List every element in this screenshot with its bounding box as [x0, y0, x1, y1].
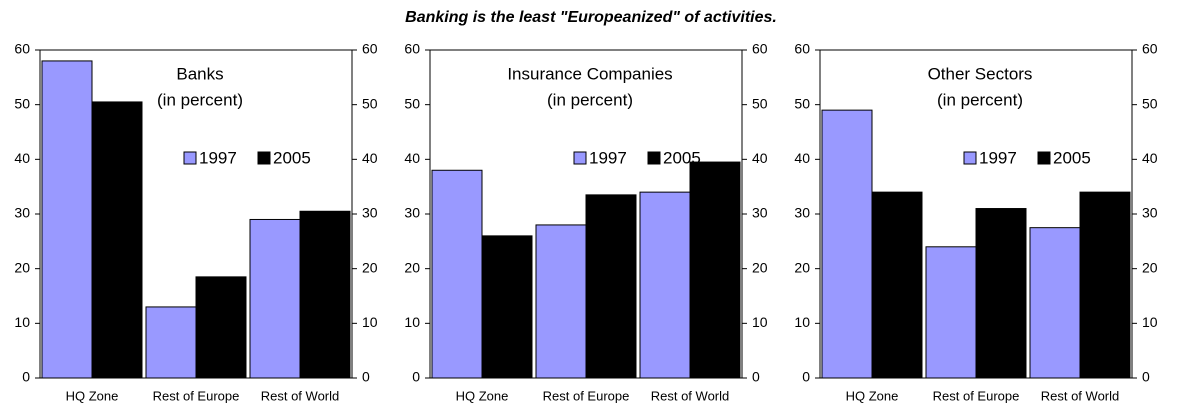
- y-tick-label: 50: [404, 95, 420, 111]
- y2-tick-label: 40: [752, 150, 768, 166]
- y2-tick-label: 50: [362, 95, 378, 111]
- y2-tick-label: 0: [362, 369, 370, 385]
- y-tick-label: 40: [794, 150, 810, 166]
- x-tick-label: Rest of World: [261, 388, 340, 403]
- y2-tick-label: 60: [1142, 41, 1158, 57]
- y-tick-label: 30: [14, 205, 30, 221]
- bar: [689, 161, 741, 379]
- panel-subtitle: (in percent): [157, 90, 243, 109]
- legend-swatch: [647, 151, 661, 165]
- x-tick-label: HQ Zone: [66, 388, 119, 403]
- panel-subtitle: (in percent): [937, 90, 1023, 109]
- x-tick-label: HQ Zone: [846, 388, 899, 403]
- y-tick-label: 40: [14, 150, 30, 166]
- bar: [639, 191, 691, 379]
- bar: [431, 169, 483, 379]
- y-tick-label: 60: [404, 41, 420, 57]
- bar: [821, 109, 873, 379]
- y-tick-label: 0: [22, 369, 30, 385]
- y2-tick-label: 10: [362, 314, 378, 330]
- legend-label: 1997: [979, 148, 1017, 167]
- legend-swatch: [573, 151, 587, 165]
- y2-tick-label: 60: [752, 41, 768, 57]
- x-tick-label: Rest of Europe: [543, 388, 630, 403]
- bar: [925, 246, 977, 379]
- legend-label: 2005: [273, 148, 311, 167]
- legend-swatch: [257, 151, 271, 165]
- y2-tick-label: 20: [1142, 259, 1158, 275]
- legend-label: 1997: [199, 148, 237, 167]
- y-tick-label: 30: [404, 205, 420, 221]
- y-tick-label: 50: [794, 95, 810, 111]
- bar: [481, 235, 533, 379]
- y2-tick-label: 20: [362, 259, 378, 275]
- legend-label: 1997: [589, 148, 627, 167]
- y-tick-label: 10: [14, 314, 30, 330]
- y2-tick-label: 50: [1142, 95, 1158, 111]
- x-tick-label: Rest of World: [651, 388, 730, 403]
- y2-tick-label: 30: [362, 205, 378, 221]
- y2-tick-label: 10: [1142, 314, 1158, 330]
- panel-title: Insurance Companies: [507, 64, 672, 83]
- y-tick-label: 50: [14, 95, 30, 111]
- bar: [249, 218, 301, 379]
- y2-tick-label: 40: [1142, 150, 1158, 166]
- legend-swatch: [183, 151, 197, 165]
- panel-title: Banks: [176, 64, 223, 83]
- y-tick-label: 0: [802, 369, 810, 385]
- y-tick-label: 20: [794, 259, 810, 275]
- legend-label: 2005: [1053, 148, 1091, 167]
- y2-tick-label: 0: [752, 369, 760, 385]
- bar: [871, 191, 923, 379]
- bar: [145, 306, 197, 379]
- y2-tick-label: 10: [752, 314, 768, 330]
- bar: [91, 101, 143, 379]
- y2-tick-label: 50: [752, 95, 768, 111]
- x-tick-label: Rest of Europe: [153, 388, 240, 403]
- y2-tick-label: 0: [1142, 369, 1150, 385]
- y-tick-label: 60: [794, 41, 810, 57]
- bar: [1079, 191, 1131, 379]
- bar: [975, 208, 1027, 379]
- y2-tick-label: 30: [752, 205, 768, 221]
- panel-title: Other Sectors: [928, 64, 1033, 83]
- y-tick-label: 10: [404, 314, 420, 330]
- y-tick-label: 20: [404, 259, 420, 275]
- y2-tick-label: 60: [362, 41, 378, 57]
- x-tick-label: Rest of World: [1041, 388, 1120, 403]
- y2-tick-label: 30: [1142, 205, 1158, 221]
- bar: [535, 224, 587, 379]
- chart-title: Banking is the least "Europeanized" of a…: [405, 9, 777, 26]
- y2-tick-label: 20: [752, 259, 768, 275]
- legend-label: 2005: [663, 148, 701, 167]
- bar: [195, 276, 247, 379]
- bar: [41, 60, 93, 379]
- bar: [299, 210, 351, 379]
- bar: [585, 194, 637, 379]
- y-tick-label: 30: [794, 205, 810, 221]
- legend-swatch: [1037, 151, 1051, 165]
- y-tick-label: 60: [14, 41, 30, 57]
- panel-subtitle: (in percent): [547, 90, 633, 109]
- y2-tick-label: 40: [362, 150, 378, 166]
- x-tick-label: Rest of Europe: [933, 388, 1020, 403]
- legend-swatch: [963, 151, 977, 165]
- y-tick-label: 0: [412, 369, 420, 385]
- y-tick-label: 10: [794, 314, 810, 330]
- x-tick-label: HQ Zone: [456, 388, 509, 403]
- bar: [1029, 227, 1081, 379]
- y-tick-label: 20: [14, 259, 30, 275]
- y-tick-label: 40: [404, 150, 420, 166]
